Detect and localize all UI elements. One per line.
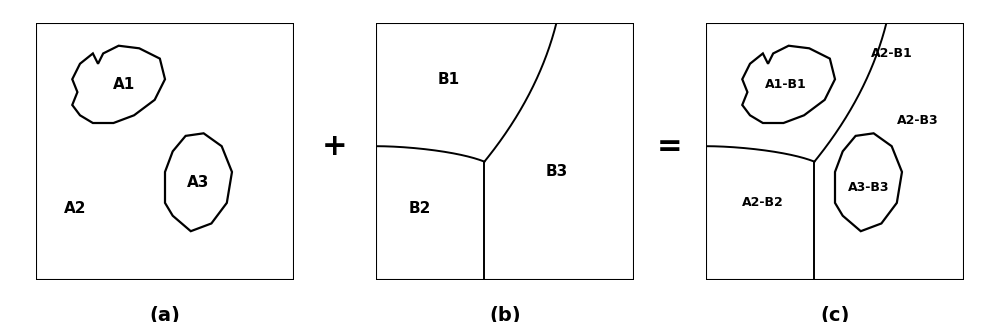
Text: A3: A3: [187, 175, 210, 190]
Text: +: +: [322, 132, 348, 161]
Text: A1-B1: A1-B1: [765, 78, 807, 91]
Text: (a): (a): [150, 306, 180, 322]
Text: B1: B1: [437, 72, 459, 87]
Text: A2-B2: A2-B2: [742, 196, 784, 209]
Text: A2-B1: A2-B1: [871, 47, 913, 60]
Text: (c): (c): [820, 306, 850, 322]
Text: B2: B2: [409, 201, 431, 215]
Text: B3: B3: [545, 165, 568, 179]
Text: A3-B3: A3-B3: [848, 181, 889, 194]
Text: A1: A1: [113, 77, 135, 92]
Text: =: =: [657, 132, 683, 161]
Text: (b): (b): [489, 306, 521, 322]
Text: A2: A2: [64, 201, 86, 215]
Text: A2-B3: A2-B3: [897, 114, 938, 127]
